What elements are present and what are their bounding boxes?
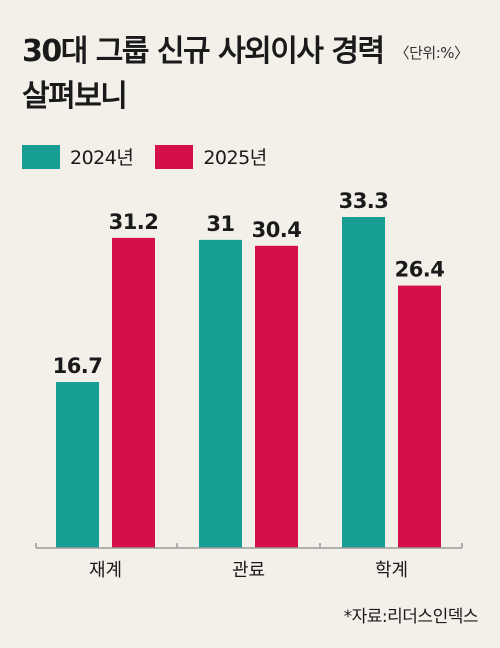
legend-label-2024: 2024년 [70, 147, 134, 169]
data-label-2025-1: 30.4 [252, 218, 302, 242]
bar-2025-1 [255, 245, 298, 549]
legend-swatch-2025 [155, 144, 194, 169]
legend-item-2024: 2024년 [22, 143, 134, 170]
data-label-2025-0: 31.2 [109, 210, 159, 234]
bar-2024-2 [342, 217, 385, 548]
data-label-2024-0: 16.7 [53, 354, 103, 378]
category-label-0: 재계 [89, 560, 122, 581]
data-label-2025-2: 26.4 [395, 258, 445, 282]
source-note: *자료:리더스인덱스 [343, 607, 479, 627]
title-line1: 30대 그룹 신규 사외이사 경력 [22, 34, 385, 69]
data-label-2024-1: 31 [206, 212, 234, 236]
bar-2024-0 [56, 382, 99, 548]
bar-2025-0 [112, 237, 155, 548]
unit-label: 〈단위:%〉 [394, 44, 469, 62]
category-label-2: 학계 [375, 560, 408, 581]
legend: 2024년 2025년 [22, 143, 289, 170]
category-label-1: 관료 [232, 560, 265, 581]
bar-2025-2 [398, 285, 441, 548]
title-line2: 살펴보니 [22, 79, 128, 114]
legend-swatch-2024 [22, 144, 60, 169]
legend-label-2025: 2025년 [203, 147, 267, 169]
bar-2024-1 [199, 239, 242, 548]
data-label-2024-2: 33.3 [339, 189, 389, 213]
chart-title: 30대 그룹 신규 사외이사 경력 〈단위:%〉 살펴보니 [22, 30, 482, 119]
bar-chart: 16.7 31.2 재계 31 30.4 관료 33.3 26.4 학계 [35, 189, 463, 581]
legend-item-2025: 2025년 [155, 143, 267, 170]
